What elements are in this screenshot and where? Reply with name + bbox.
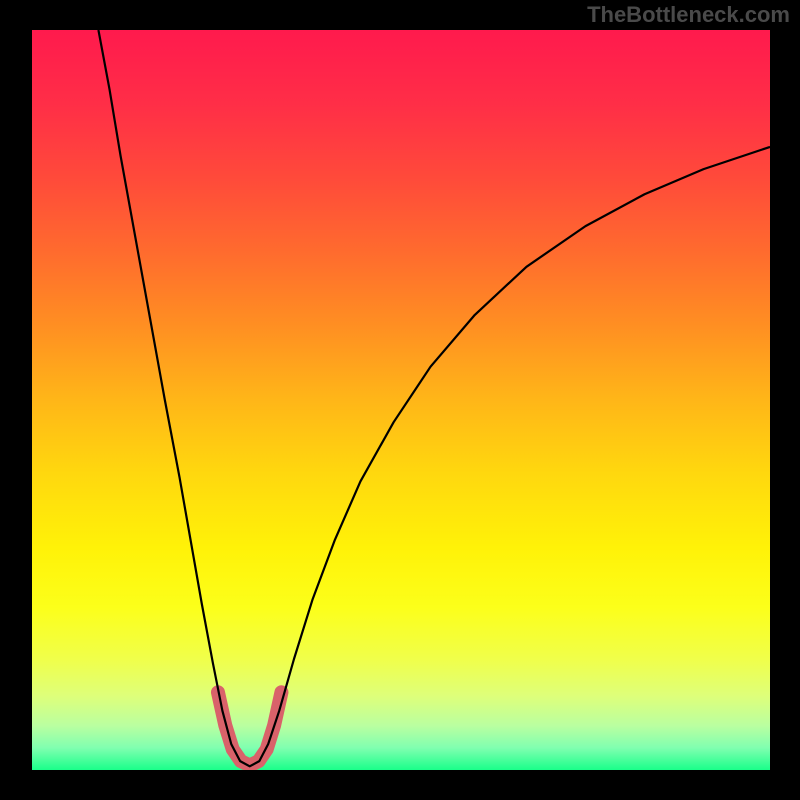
chart-curve-layer [32,30,770,770]
watermark-text: TheBottleneck.com [587,2,790,28]
main-curve [98,30,770,766]
plot-area [32,30,770,770]
